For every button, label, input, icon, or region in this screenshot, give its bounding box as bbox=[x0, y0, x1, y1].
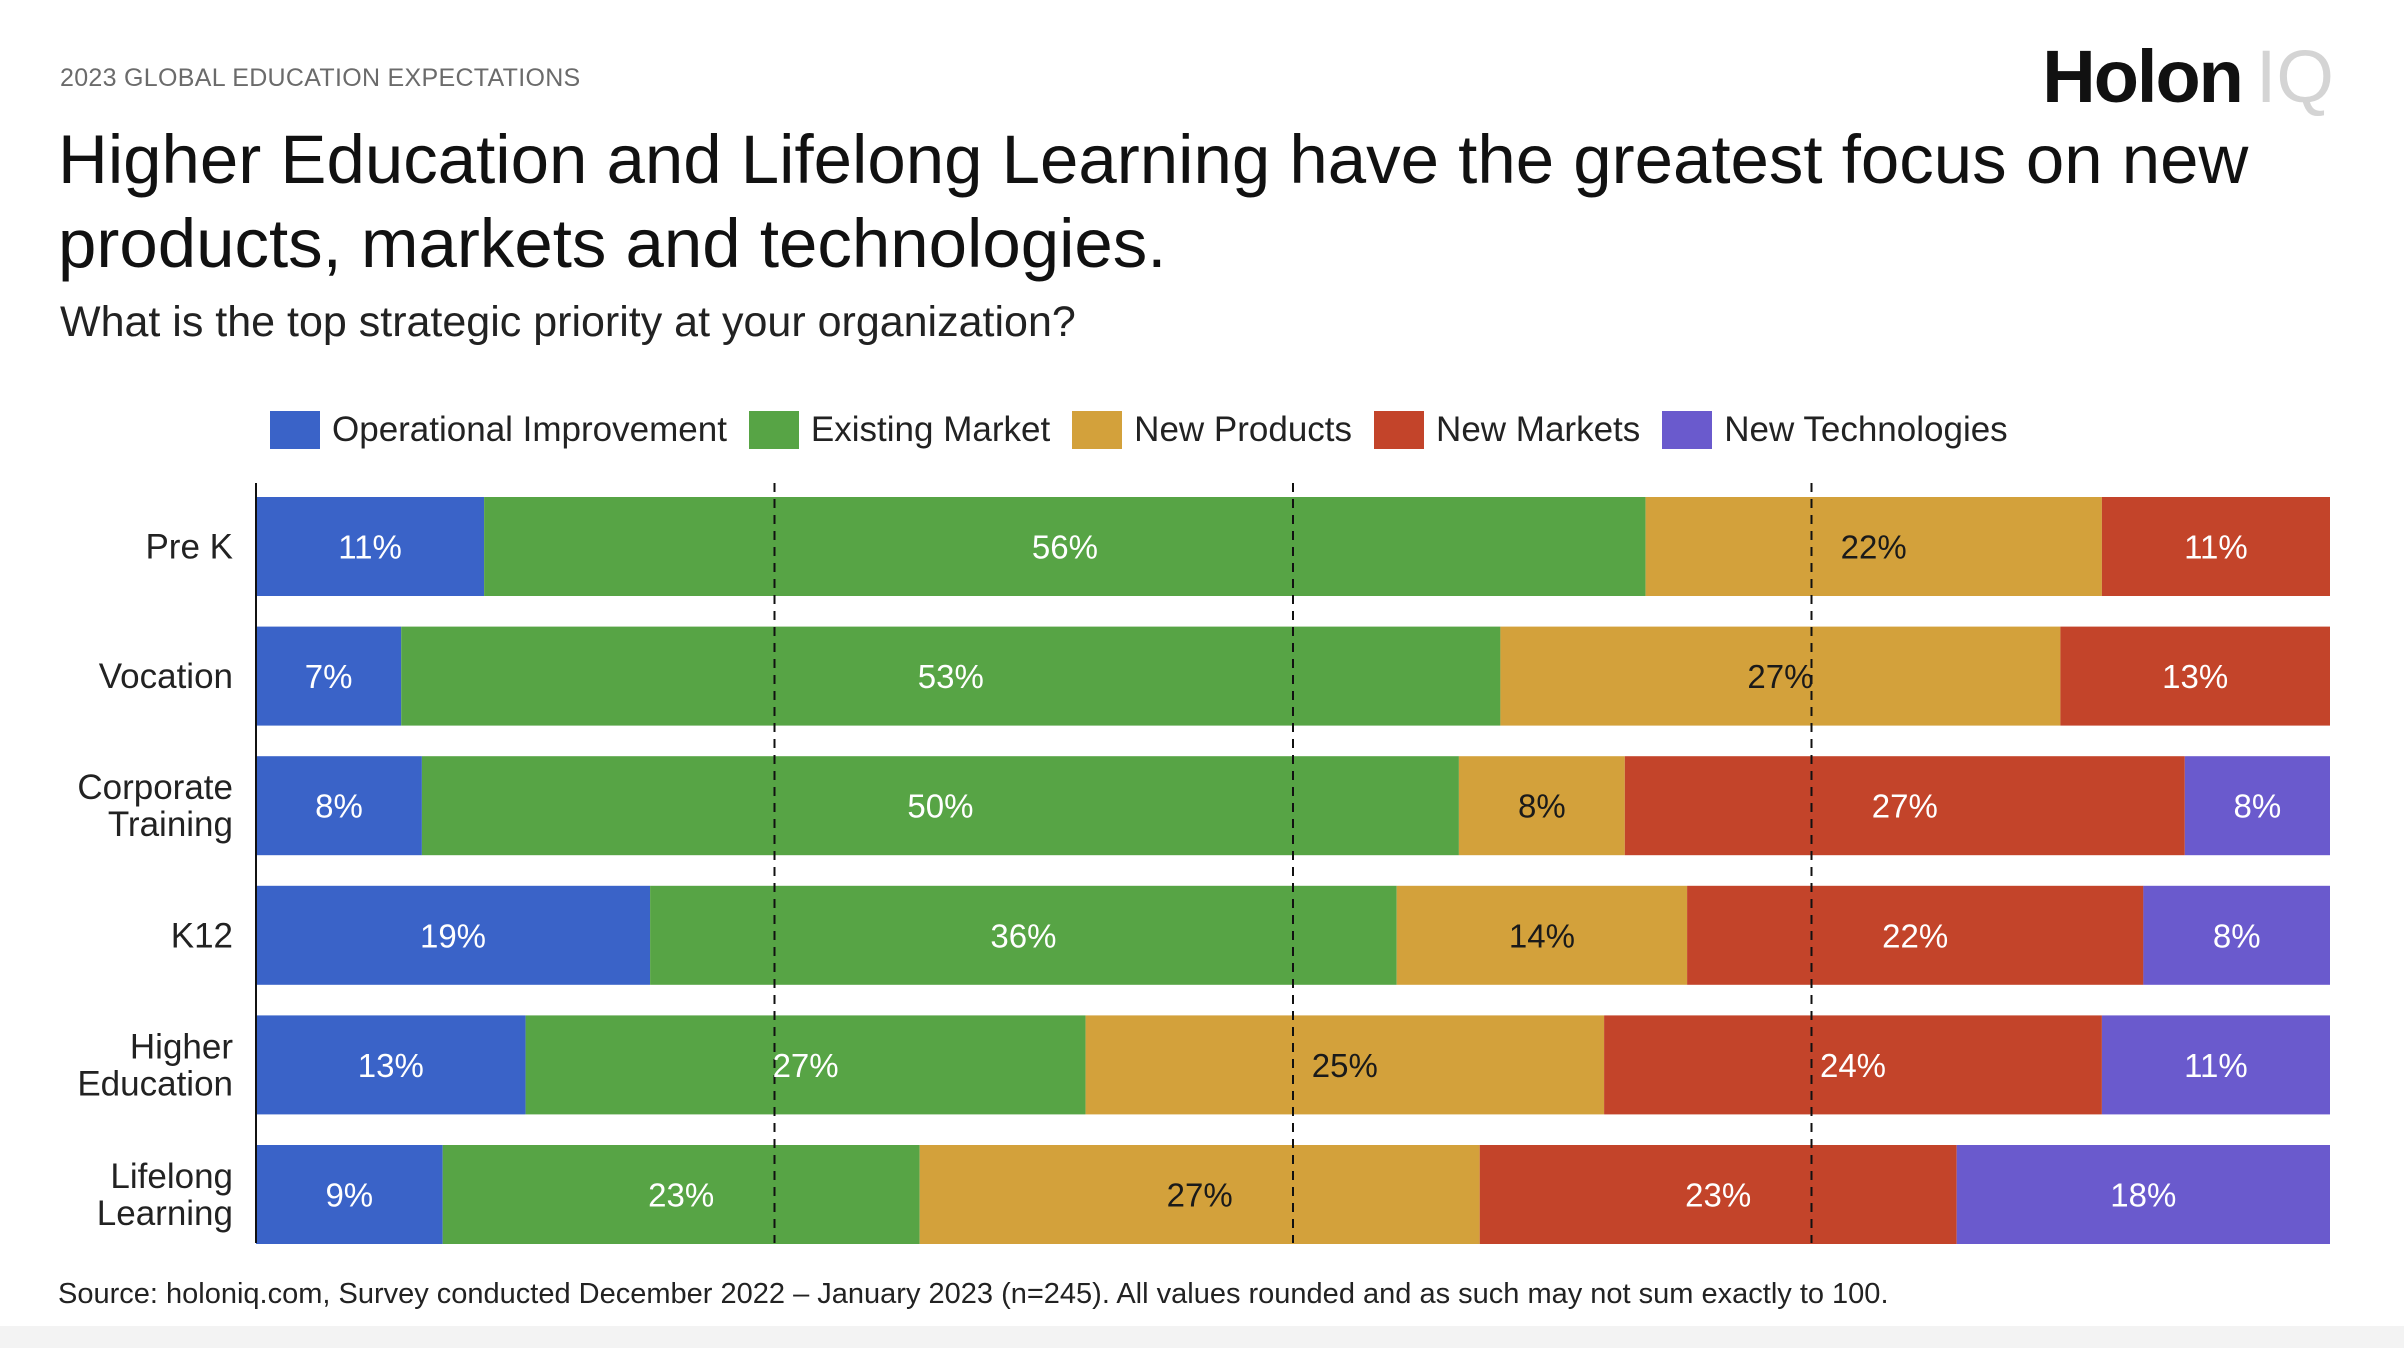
bar-segment bbox=[256, 1145, 443, 1244]
legend-item: New Markets bbox=[1374, 410, 1640, 450]
data-label: 11% bbox=[2184, 529, 2248, 566]
bar-segment bbox=[2184, 756, 2330, 856]
data-label: 23% bbox=[1685, 1177, 1751, 1214]
eyebrow-label: 2023 GLOBAL EDUCATION EXPECTATIONS bbox=[60, 64, 581, 92]
legend-swatch bbox=[1374, 411, 1425, 449]
bar-segment bbox=[1458, 756, 1625, 856]
bar-segment bbox=[2101, 497, 2330, 596]
holoniq-logo: Holon IQ bbox=[2042, 40, 2334, 114]
bar-segment bbox=[256, 626, 402, 726]
legend-swatch bbox=[748, 411, 799, 449]
bar-segment bbox=[442, 1145, 920, 1244]
bar-segment bbox=[256, 497, 485, 596]
bar-segment bbox=[256, 756, 422, 856]
data-label: 9% bbox=[325, 1177, 373, 1214]
data-label: 14% bbox=[1509, 917, 1575, 954]
gridlines-group bbox=[773, 483, 1813, 1243]
category-labels-group: Pre K Vocation Corporate Training K12 Higher E… bbox=[77, 528, 233, 1234]
chart-subtitle: What is the top strategic priority at yo… bbox=[60, 298, 1076, 346]
legend-item: New Products bbox=[1072, 410, 1352, 450]
bars-group bbox=[256, 497, 2330, 1244]
legend-swatch bbox=[1662, 411, 1713, 449]
data-label: 18% bbox=[2110, 1177, 2176, 1214]
legend-label: New Markets bbox=[1436, 410, 1641, 449]
data-label: 27% bbox=[1167, 1177, 1233, 1214]
bar-segment bbox=[484, 497, 1646, 596]
category-label-line: Lifelong bbox=[110, 1157, 233, 1196]
category-label: K12 bbox=[171, 916, 233, 955]
bar-segment bbox=[1687, 885, 2144, 985]
data-label: 8% bbox=[315, 788, 363, 825]
legend-item: New Technologies bbox=[1662, 410, 2008, 450]
bar-segment bbox=[1604, 1015, 2102, 1115]
legend-swatch bbox=[270, 411, 320, 449]
category-label-line: Vocation bbox=[99, 657, 233, 696]
category-label: Higher Education bbox=[77, 1027, 233, 1103]
bar-segment bbox=[2060, 626, 2330, 726]
data-label: 8% bbox=[1518, 788, 1566, 825]
category-label-line: Corporate bbox=[77, 768, 233, 807]
data-label: 11% bbox=[2184, 1047, 2248, 1084]
logo-suffix-text: IQ bbox=[2255, 35, 2334, 118]
category-label-line: Education bbox=[77, 1064, 233, 1103]
data-label: 8% bbox=[2213, 917, 2261, 954]
bar-segment bbox=[1645, 497, 2102, 596]
category-label: Lifelong Learning bbox=[97, 1157, 233, 1233]
data-label: 19% bbox=[420, 917, 486, 954]
data-label: 53% bbox=[918, 658, 984, 695]
chart-legend: Operational Improvement Existing Market Ne… bbox=[270, 408, 2030, 452]
bar-segment bbox=[2101, 1015, 2330, 1115]
data-label: 7% bbox=[305, 658, 353, 695]
legend-item: Operational Improvement bbox=[270, 410, 727, 450]
data-labels-group: 11% 56% 22% 11% 7% 53% 27% 13% 8% 50% 8% 27% 8% 19% 36… bbox=[305, 529, 2282, 1214]
data-label: 36% bbox=[990, 917, 1056, 954]
bar-segment bbox=[1396, 885, 1688, 985]
category-label-line: K12 bbox=[171, 916, 233, 955]
source-note: Source: holoniq.com, Survey conducted De… bbox=[58, 1278, 1889, 1310]
bar-segment bbox=[525, 1015, 1086, 1115]
bar-segment bbox=[421, 756, 1459, 856]
category-label-line: Pre K bbox=[145, 528, 233, 567]
bottom-band bbox=[0, 1326, 2404, 1348]
category-label-line: Higher bbox=[130, 1027, 233, 1066]
logo-main-text: Holon bbox=[2042, 35, 2244, 118]
data-label: 22% bbox=[1841, 529, 1907, 566]
bar-segment bbox=[256, 885, 651, 985]
legend-label: Operational Improvement bbox=[332, 410, 727, 449]
bar-segment bbox=[1085, 1015, 1605, 1115]
data-label: 27% bbox=[773, 1047, 839, 1084]
legend-label: Existing Market bbox=[810, 410, 1051, 449]
bar-segment bbox=[401, 626, 1501, 726]
legend-swatch bbox=[1072, 411, 1123, 449]
data-label: 27% bbox=[1872, 788, 1938, 825]
legend-item: Existing Market bbox=[748, 410, 1051, 450]
bar-segment bbox=[1500, 626, 2061, 726]
data-label: 23% bbox=[648, 1177, 714, 1214]
legend-label: New Products bbox=[1134, 410, 1353, 449]
bar-segment bbox=[256, 1015, 526, 1115]
category-label: Pre K bbox=[145, 528, 233, 567]
category-label: Vocation bbox=[99, 657, 233, 696]
data-label: 13% bbox=[2162, 658, 2228, 695]
bar-segment bbox=[2143, 885, 2330, 985]
data-label: 11% bbox=[338, 529, 402, 566]
legend-label: New Technologies bbox=[1724, 410, 2008, 449]
stacked-bar-chart: 11% 56% 22% 11% 7% 53% 27% 13% 8% 50% 8% 27% 8% 19% 36… bbox=[77, 483, 2330, 1244]
data-label: 22% bbox=[1882, 917, 1948, 954]
data-label: 27% bbox=[1747, 658, 1813, 695]
data-label: 25% bbox=[1312, 1047, 1378, 1084]
category-label: Corporate Training bbox=[77, 768, 233, 844]
data-label: 13% bbox=[358, 1047, 424, 1084]
bar-segment bbox=[919, 1145, 1480, 1244]
chart-title: Higher Education and Lifelong Learning h… bbox=[58, 121, 2249, 282]
data-label: 56% bbox=[1032, 529, 1098, 566]
category-label-line: Training bbox=[108, 805, 233, 844]
data-label: 8% bbox=[2234, 788, 2282, 825]
data-label: 50% bbox=[907, 788, 973, 825]
bar-segment bbox=[1479, 1145, 1957, 1244]
category-label-line: Learning bbox=[97, 1194, 233, 1233]
data-label: 24% bbox=[1820, 1047, 1886, 1084]
bar-segment bbox=[1624, 756, 2185, 856]
bar-segment bbox=[1956, 1145, 2330, 1244]
